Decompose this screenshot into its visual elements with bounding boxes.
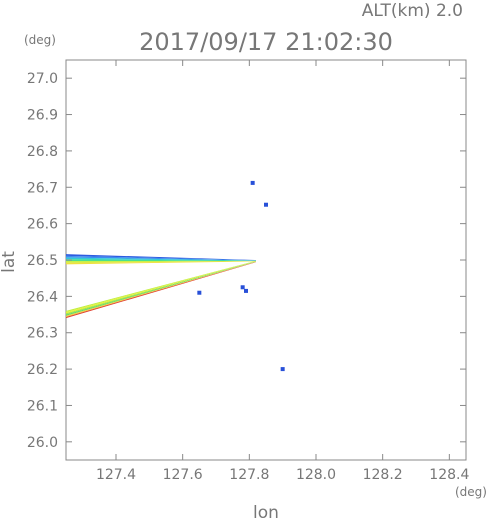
y-tick-label-9: 26.9	[27, 108, 58, 124]
data-point-0	[250, 180, 255, 185]
x-tick-label-1: 127.6	[163, 467, 203, 483]
y-tick-label-5: 26.5	[27, 253, 58, 269]
data-point-1	[280, 367, 285, 372]
x-axis-title: lon	[253, 503, 279, 521]
lower-streak-layer-3	[66, 261, 256, 316]
lower-streak-layer-2	[66, 261, 256, 315]
x-tick-label-4: 128.2	[363, 467, 403, 483]
x-tick-label-3: 128.0	[296, 467, 336, 483]
upper-streak-layer-4	[66, 260, 256, 263]
lower-streak-layer-5	[66, 261, 256, 319]
data-point-3	[244, 288, 248, 293]
y-tick-label-2: 26.2	[27, 362, 58, 378]
data-point-5	[197, 290, 202, 295]
lower-streak-layer-0	[66, 260, 256, 313]
upper-streak-layer-1	[66, 255, 256, 261]
lower-streak-layer-1	[66, 260, 256, 314]
y-tick-label-1: 26.1	[27, 398, 58, 414]
y-tick-label-8: 26.8	[27, 144, 58, 160]
x-tick-label-2: 127.8	[229, 467, 269, 483]
echo-bands	[66, 254, 256, 319]
y-tick-label-7: 26.7	[27, 180, 58, 196]
x-tick-label-0: 127.4	[96, 467, 136, 483]
upper-streak-layer-5	[66, 261, 256, 265]
timestamp-title: 2017/09/17 21:02:30	[139, 28, 393, 56]
data-point-4	[264, 202, 268, 207]
y-tick-label-4: 26.4	[27, 289, 58, 305]
x-unit-label: (deg)	[455, 485, 487, 499]
y-axis-title: lat	[0, 251, 19, 273]
x-ticks: 127.4 127.6 127.8 128.0 128.2 128.4	[96, 60, 469, 483]
y-tick-label-0: 26.0	[27, 435, 58, 451]
y-ticks: 26.0 26.1 26.2 26.3 26.4 26.5 26.6 26.7 26.8 26.9…	[27, 71, 466, 451]
echo-points	[197, 180, 285, 372]
altitude-label: ALT(km) 2.0	[362, 1, 463, 21]
y-tick-label-3: 26.3	[27, 326, 58, 342]
y-tick-label-10: 27.0	[27, 71, 58, 87]
y-unit-label: (deg)	[24, 33, 56, 47]
upper-streak-layer-2	[66, 257, 256, 261]
upper-streak-layer-3	[66, 259, 256, 261]
data-point-2	[240, 285, 245, 290]
x-tick-label-5: 128.4	[429, 467, 469, 483]
y-tick-label-6: 26.6	[27, 217, 58, 233]
upper-streak-layer-0	[66, 254, 256, 261]
lower-streak-layer-4	[66, 261, 256, 317]
